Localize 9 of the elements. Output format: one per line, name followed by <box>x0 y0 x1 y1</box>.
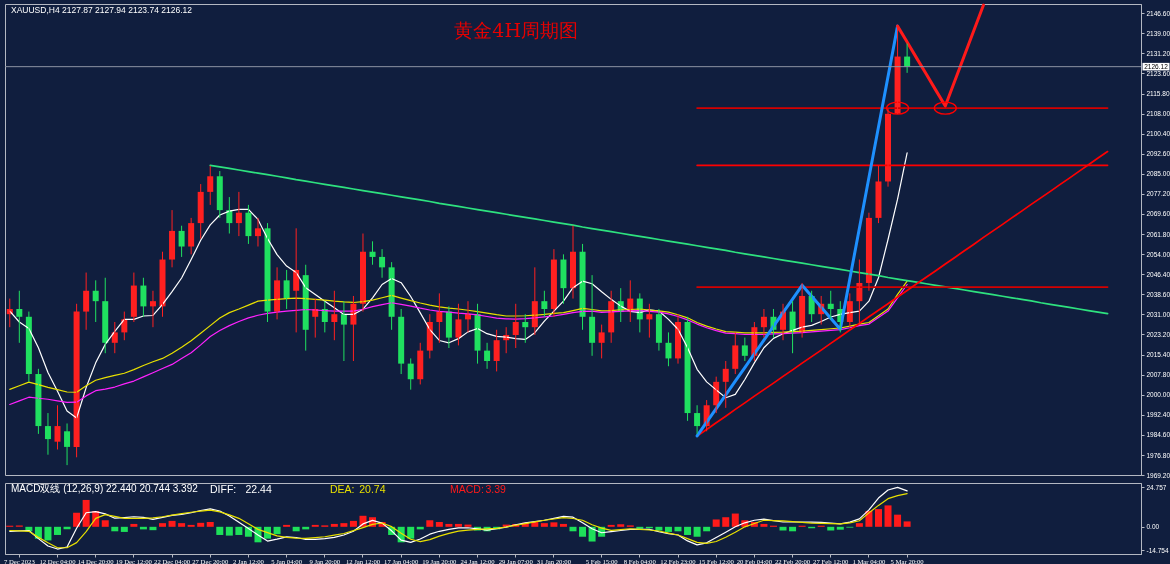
annotation: 22.44 <box>245 483 272 495</box>
series-label: DIFF: <box>210 483 237 495</box>
annotation: MACD双线 (12,26,9) 22.440 20.744 3.392 <box>11 483 199 494</box>
text: 黄金4H周期图 <box>454 19 579 41</box>
text: MACD: <box>450 483 484 495</box>
annotation: 20.74 <box>359 483 386 495</box>
annotation: XAUUSD,H4 2127.87 2127.94 2123.74 2126.12 <box>11 5 193 15</box>
annotation: 3.39 <box>485 483 507 495</box>
text: DEA: <box>330 483 355 495</box>
